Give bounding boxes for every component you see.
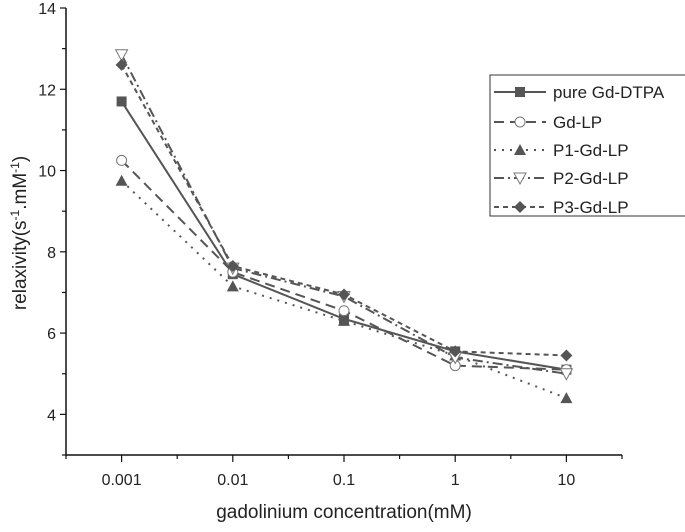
x-tick-label: 0.001 xyxy=(102,472,142,489)
legend-label: P1-Gd-LP xyxy=(553,141,629,160)
legend: pure Gd-DTPA Gd-LP P1-Gd-LP P2-Gd-LP P3-Gd-L… xyxy=(489,74,685,217)
diamond-marker xyxy=(560,349,573,362)
diamond-marker xyxy=(338,288,350,301)
x-tick-label: 0.1 xyxy=(333,472,355,489)
triangle-up-marker xyxy=(514,144,526,155)
circle-marker xyxy=(514,116,526,128)
triangle-down-marker xyxy=(559,368,574,381)
circle-marker xyxy=(338,305,350,317)
y-tick-label: 6 xyxy=(47,326,56,343)
series-line xyxy=(120,179,567,400)
y-tick-label: 14 xyxy=(38,1,56,18)
diamond-marker xyxy=(226,260,239,273)
diamond-marker xyxy=(514,201,526,213)
y-tick-label: 4 xyxy=(47,407,56,424)
diamond-marker xyxy=(115,58,128,71)
y-tick-label: 8 xyxy=(47,245,56,262)
triangle-up-marker xyxy=(338,314,350,326)
triangle-down-marker xyxy=(114,49,129,62)
series-p3-gd-lp xyxy=(115,58,573,362)
y-tick-label: 12 xyxy=(38,82,56,99)
legend-label: pure Gd-DTPA xyxy=(553,83,665,102)
y-tick-label: 10 xyxy=(38,164,56,181)
x-tick-label: 0.01 xyxy=(217,472,248,489)
legend-box xyxy=(489,74,685,217)
circle-marker xyxy=(116,154,128,166)
triangle-down-marker xyxy=(513,172,527,186)
x-tick-label: 1 xyxy=(451,472,460,489)
series-group xyxy=(114,49,574,404)
x-tick-label: 10 xyxy=(558,472,576,489)
triangle-up-marker xyxy=(226,280,239,292)
legend-label: P2-Gd-LP xyxy=(553,169,629,188)
legend-label: Gd-LP xyxy=(553,113,602,132)
square-marker xyxy=(515,87,525,97)
triangle-up-marker xyxy=(560,392,573,404)
axes: 4 6 8 10 12 14 0.001 0.01 0.1 1 10 xyxy=(38,1,623,489)
legend-label: P3-Gd-LP xyxy=(553,198,629,217)
y-axis-label: relaxivity(s-1.mM-1) xyxy=(8,156,31,310)
square-marker xyxy=(116,96,127,107)
triangle-up-marker xyxy=(115,174,128,186)
x-axis-label: gadolinium concentration(mM) xyxy=(216,502,472,523)
diamond-marker xyxy=(449,345,462,358)
